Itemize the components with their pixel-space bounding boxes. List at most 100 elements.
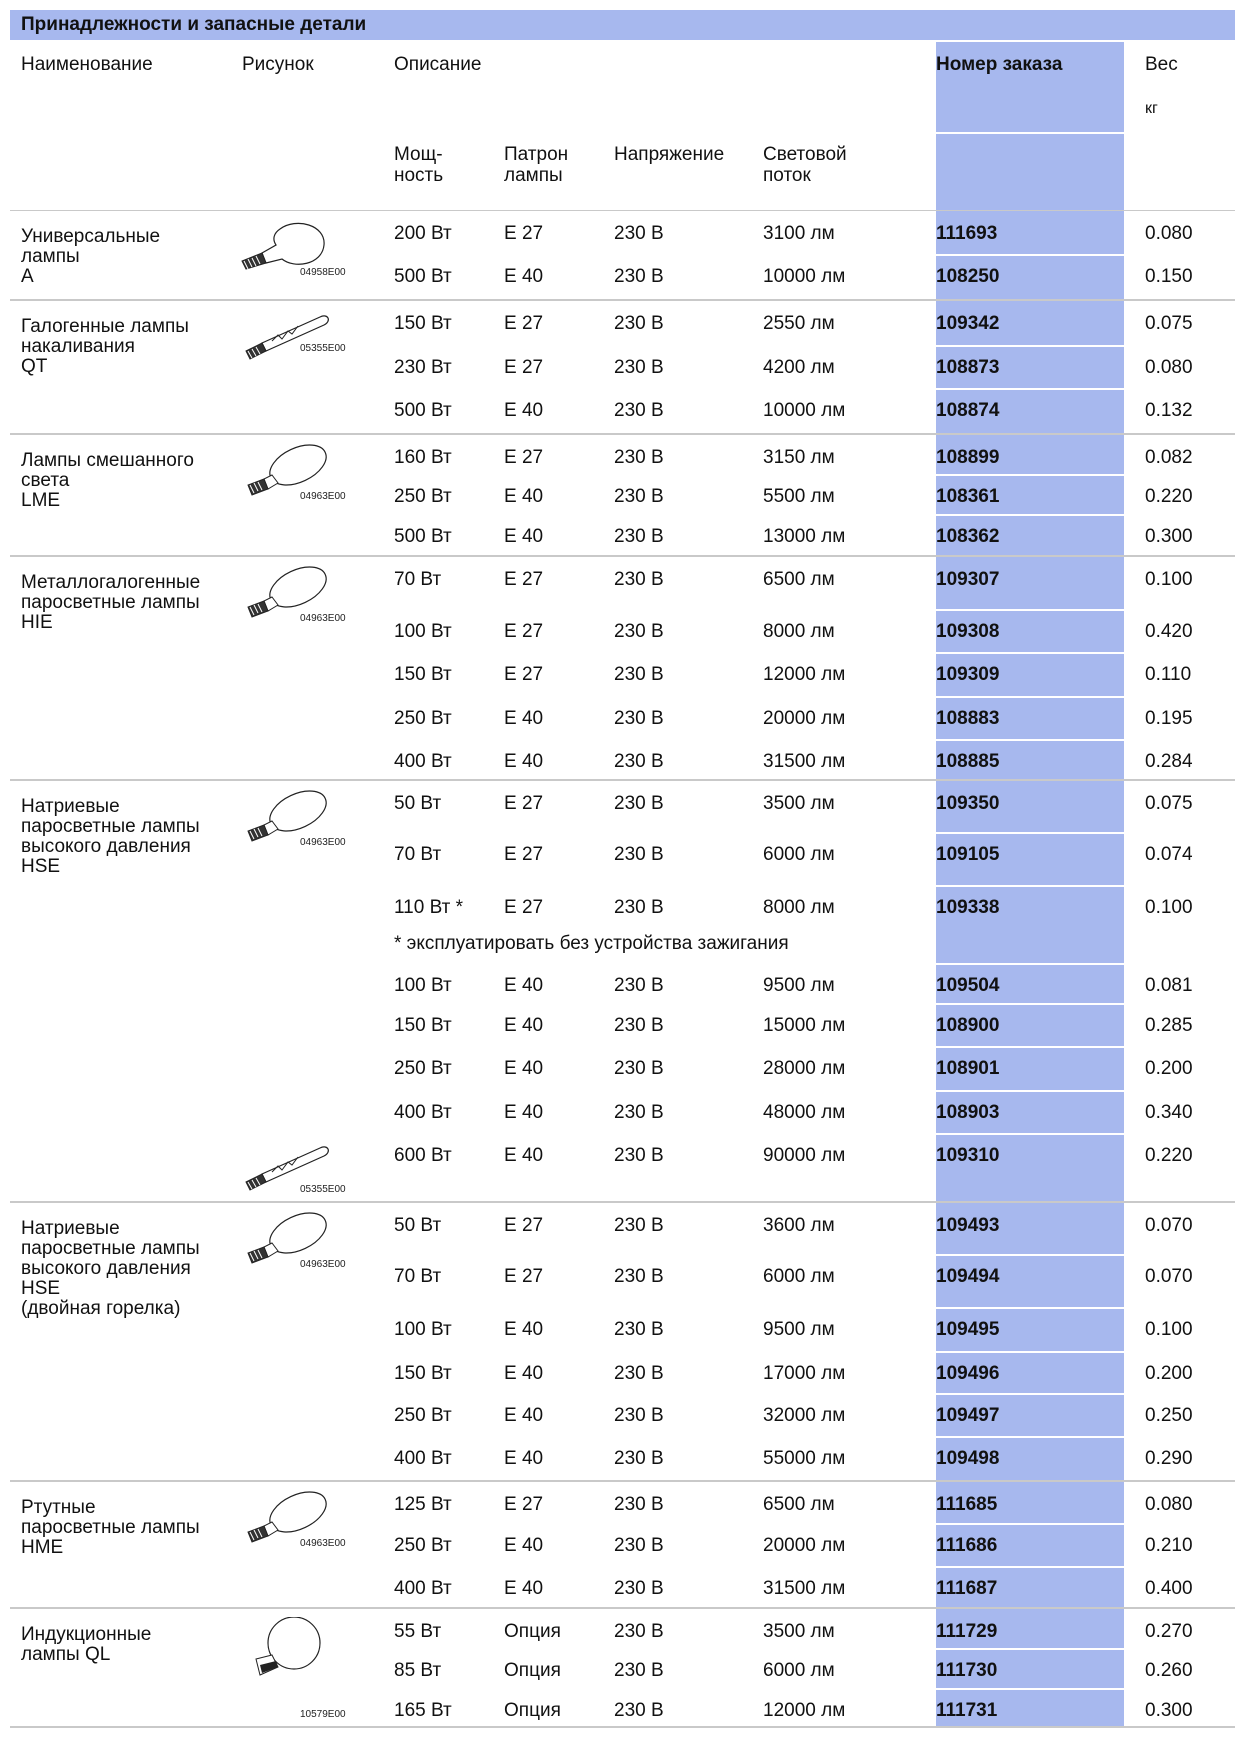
cell-power: 500 Вт bbox=[394, 526, 452, 547]
row-separator bbox=[394, 1523, 1235, 1525]
table-row: 150 Вт E 40 230 В 15000 лм 108900 0.285 bbox=[10, 1004, 1235, 1046]
lamp-group-name: Лампы смешанного света LME bbox=[21, 450, 194, 511]
cell-power: 250 Вт bbox=[394, 1535, 452, 1556]
lamp-picture bbox=[232, 1211, 332, 1277]
cell-order-number: 111729 bbox=[936, 1621, 998, 1642]
header-order-number: Номер заказа bbox=[936, 54, 1063, 75]
lamp-group-name: Индукционные лампы QL bbox=[21, 1624, 152, 1665]
cell-power: 50 Вт bbox=[394, 793, 442, 814]
row-separator bbox=[394, 885, 1235, 887]
cell-order-number: 111686 bbox=[936, 1535, 998, 1556]
order-column-bg bbox=[936, 557, 1124, 779]
cell-voltage: 230 В bbox=[614, 1578, 664, 1599]
lamp-picture-code: 04963E00 bbox=[300, 613, 346, 624]
lamp-group: Индукционные лампы QL 10579E00 55 Вт Опция… bbox=[10, 1609, 1235, 1728]
row-separator bbox=[394, 832, 1235, 834]
cell-luminous-flux: 12000 лм bbox=[763, 1700, 846, 1721]
cell-base: E 40 bbox=[504, 1578, 544, 1599]
header-row: Наименование Рисунок Описание Номер зака… bbox=[10, 42, 1235, 134]
row-separator bbox=[394, 388, 1235, 390]
cell-voltage: 230 В bbox=[614, 975, 664, 996]
cell-weight: 0.075 bbox=[1145, 793, 1193, 814]
cell-order-number: 108250 bbox=[936, 266, 1000, 287]
row-separator bbox=[394, 1351, 1235, 1353]
table-row: 125 Вт E 27 230 В 6500 лм 111685 0.080 bbox=[10, 1482, 1235, 1524]
cell-power: 160 Вт bbox=[394, 447, 452, 468]
cell-luminous-flux: 6000 лм bbox=[763, 1660, 835, 1681]
cell-weight: 0.200 bbox=[1145, 1363, 1193, 1384]
cell-weight: 0.150 bbox=[1145, 266, 1193, 287]
cell-base: E 40 bbox=[504, 526, 544, 547]
table-row: 250 Вт E 40 230 В 20000 лм 111686 0.210 bbox=[10, 1524, 1235, 1566]
table-row: 250 Вт E 40 230 В 20000 лм 108883 0.195 bbox=[10, 697, 1235, 739]
cell-luminous-flux: 31500 лм bbox=[763, 751, 846, 772]
cell-order-number: 109307 bbox=[936, 569, 1000, 590]
lamp-picture bbox=[232, 1140, 332, 1206]
cell-order-number: 109497 bbox=[936, 1405, 1000, 1426]
cell-order-number: 111687 bbox=[936, 1578, 998, 1599]
cell-weight: 0.300 bbox=[1145, 1700, 1193, 1721]
cell-voltage: 230 В bbox=[614, 1015, 664, 1036]
table-row: 165 Вт Опция 230 В 12000 лм 111731 0.300 bbox=[10, 1689, 1235, 1731]
cell-power: 100 Вт bbox=[394, 975, 452, 996]
row-separator bbox=[394, 1307, 1235, 1309]
cell-voltage: 230 В bbox=[614, 1660, 664, 1681]
lamp-picture-code: 04963E00 bbox=[300, 837, 346, 848]
lamp-group-name: Ртутные паросветные лампы HME bbox=[21, 1497, 200, 1558]
cell-power: 70 Вт bbox=[394, 1266, 442, 1287]
cell-order-number: 108903 bbox=[936, 1102, 1000, 1123]
order-column-bg bbox=[936, 42, 1124, 132]
cell-voltage: 230 В bbox=[614, 1363, 664, 1384]
cell-voltage: 230 В bbox=[614, 486, 664, 507]
cell-voltage: 230 В bbox=[614, 1319, 664, 1340]
cell-luminous-flux: 28000 лм bbox=[763, 1058, 846, 1079]
cell-voltage: 230 В bbox=[614, 266, 664, 287]
cell-luminous-flux: 10000 лм bbox=[763, 400, 846, 421]
row-separator bbox=[394, 1648, 1235, 1650]
cell-order-number: 109310 bbox=[936, 1145, 1000, 1166]
cell-luminous-flux: 9500 лм bbox=[763, 1319, 835, 1340]
cell-base: E 27 bbox=[504, 664, 544, 685]
cell-base: E 40 bbox=[504, 1145, 544, 1166]
cell-luminous-flux: 31500 лм bbox=[763, 1578, 846, 1599]
table-row: 100 Вт E 40 230 В 9500 лм 109504 0.081 bbox=[10, 964, 1235, 1006]
cell-base: Опция bbox=[504, 1700, 561, 1721]
cell-base: E 40 bbox=[504, 1535, 544, 1556]
table-row: 55 Вт Опция 230 В 3500 лм 111729 0.270 bbox=[10, 1609, 1235, 1651]
row-separator bbox=[394, 963, 1235, 965]
order-column-bg bbox=[936, 301, 1124, 433]
subheader-luminous-flux: Световой поток bbox=[763, 144, 847, 186]
table-row: 160 Вт E 27 230 В 3150 лм 108899 0.082 bbox=[10, 435, 1235, 477]
cell-power: 400 Вт bbox=[394, 1102, 452, 1123]
cell-order-number: 108362 bbox=[936, 526, 1000, 547]
cell-voltage: 230 В bbox=[614, 1102, 664, 1123]
cell-power: 55 Вт bbox=[394, 1621, 442, 1642]
cell-luminous-flux: 3100 лм bbox=[763, 223, 835, 244]
cell-weight: 0.285 bbox=[1145, 1015, 1193, 1036]
cell-luminous-flux: 48000 лм bbox=[763, 1102, 846, 1123]
cell-luminous-flux: 6000 лм bbox=[763, 1266, 835, 1287]
cell-luminous-flux: 6000 лм bbox=[763, 844, 835, 865]
cell-power: 400 Вт bbox=[394, 1448, 452, 1469]
cell-power: 50 Вт bbox=[394, 1215, 442, 1236]
cell-base: E 40 bbox=[504, 1405, 544, 1426]
lamp-picture bbox=[232, 219, 332, 285]
cell-weight: 0.220 bbox=[1145, 1145, 1193, 1166]
cell-power: 250 Вт bbox=[394, 1405, 452, 1426]
lamp-group: Универсальные лампы A 04958E00 200 Вт E 27… bbox=[10, 211, 1235, 301]
row-separator bbox=[394, 652, 1235, 654]
cell-weight: 0.100 bbox=[1145, 569, 1193, 590]
cell-luminous-flux: 55000 лм bbox=[763, 1448, 846, 1469]
header-name: Наименование bbox=[21, 54, 153, 75]
cell-weight: 0.080 bbox=[1145, 223, 1193, 244]
cell-order-number: 108873 bbox=[936, 357, 1000, 378]
cell-order-number: 109308 bbox=[936, 621, 1000, 642]
row-separator bbox=[394, 345, 1235, 347]
cell-power: 500 Вт bbox=[394, 400, 452, 421]
lamp-group-name: Натриевые паросветные лампы высокого дав… bbox=[21, 1218, 200, 1319]
table-row: 600 Вт E 40 230 В 90000 лм 109310 0.220 bbox=[10, 1134, 1235, 1176]
cell-luminous-flux: 13000 лм bbox=[763, 526, 846, 547]
cell-weight: 0.110 bbox=[1145, 664, 1192, 685]
cell-order-number: 108883 bbox=[936, 708, 1000, 729]
cell-base: Опция bbox=[504, 1660, 561, 1681]
